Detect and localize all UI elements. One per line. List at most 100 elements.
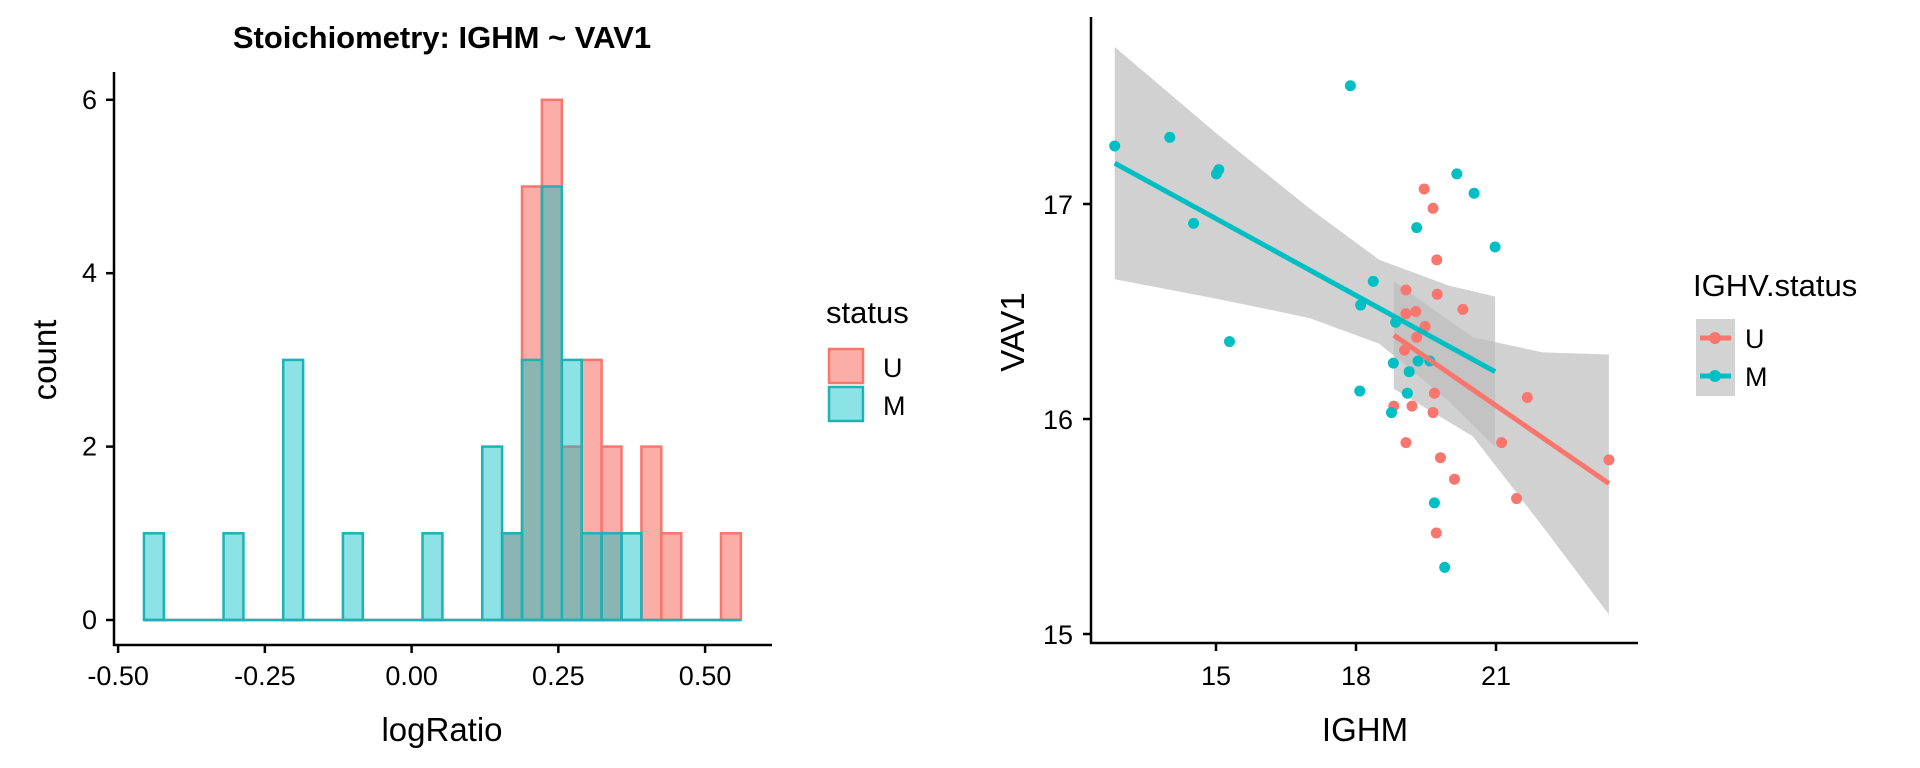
- scatter-legend-key-background: [1696, 319, 1735, 396]
- histogram-bar: [520, 358, 544, 622]
- y-tick-label: 4: [82, 258, 97, 288]
- histogram-x-axis-title: logRatio: [381, 711, 502, 748]
- legend-swatch-u: [827, 347, 865, 385]
- scatter-legend-label-m: M: [1745, 362, 1768, 392]
- scatter-point: [1412, 355, 1424, 367]
- scatter-point: [1354, 385, 1366, 397]
- scatter-point: [1411, 331, 1423, 343]
- legend-swatch-m: [827, 385, 865, 423]
- histogram-bar: [719, 532, 743, 622]
- histogram-bar: [421, 532, 444, 622]
- scatter-point: [1428, 387, 1440, 399]
- scatter-point: [1411, 222, 1423, 234]
- scatter-y-axis-title: VAV1: [994, 292, 1031, 372]
- scatter-point: [1457, 303, 1469, 315]
- histogram-bar: [620, 532, 643, 622]
- histogram-bar: [640, 445, 663, 622]
- scatter-point: [1188, 217, 1200, 229]
- histogram-bar: [500, 532, 524, 622]
- scatter-y-ticks: 15 16 17: [1043, 190, 1091, 650]
- histogram-bar: [540, 185, 564, 622]
- legend-label-m: M: [883, 391, 906, 421]
- x-tick-label: 15: [1201, 661, 1231, 691]
- scatter-panel: 15 16 17 15 18 21 IGHM VAV1 IGHV.status U M: [994, 17, 1857, 748]
- scatter-point: [1431, 288, 1443, 300]
- scatter-point: [1427, 407, 1439, 419]
- scatter-point: [1401, 387, 1413, 399]
- histogram-bar: [341, 532, 365, 622]
- scatter-point: [1430, 527, 1442, 539]
- scatter-point: [1213, 164, 1225, 176]
- x-tick-label: -0.50: [87, 661, 149, 691]
- y-tick-label: 17: [1043, 190, 1073, 220]
- y-tick-label: 2: [82, 432, 97, 462]
- scatter-ribbons: [1114, 47, 1609, 615]
- scatter-point: [1439, 561, 1451, 573]
- scatter-point: [1109, 140, 1121, 152]
- histogram-series-u: [143, 98, 743, 622]
- scatter-point: [1427, 202, 1439, 214]
- histogram-bar: [281, 358, 305, 622]
- scatter-point: [1403, 366, 1415, 378]
- y-tick-label: 0: [82, 605, 97, 635]
- legend-point-u: [1709, 332, 1721, 344]
- scatter-point: [1385, 407, 1397, 419]
- histogram-y-axis-title: count: [26, 320, 63, 401]
- scatter-x-ticks: 15 18 21: [1201, 643, 1511, 691]
- x-tick-label: -0.25: [234, 661, 296, 691]
- scatter-point: [1367, 275, 1379, 287]
- scatter-point: [1489, 241, 1501, 253]
- legend-point-m: [1709, 370, 1721, 382]
- scatter-point: [1224, 336, 1236, 348]
- histogram-y-ticks: 0 2 4 6: [82, 85, 114, 635]
- x-tick-label: 18: [1341, 661, 1371, 691]
- x-tick-label: 0.50: [679, 661, 732, 691]
- scatter-point: [1603, 454, 1615, 466]
- x-tick-label: 0.00: [385, 661, 438, 691]
- histogram-bar: [142, 532, 166, 622]
- histogram-legend-title: status: [826, 295, 909, 330]
- fit-line-m: [1113, 160, 1497, 374]
- histogram-bars: [142, 98, 743, 622]
- histogram-legend: status U M: [826, 295, 909, 423]
- scatter-point: [1431, 254, 1443, 266]
- scatter-point: [1164, 131, 1176, 143]
- histogram-series-m: [142, 185, 741, 622]
- scatter-point: [1410, 306, 1422, 317]
- histogram-bar: [560, 358, 583, 622]
- x-tick-label: 0.25: [532, 661, 585, 691]
- scatter-point: [1511, 493, 1523, 505]
- scatter-point: [1468, 187, 1480, 199]
- scatter-series-u: [1388, 183, 1615, 539]
- scatter-point: [1400, 284, 1412, 296]
- scatter-point: [1448, 473, 1460, 485]
- scatter-point: [1434, 452, 1446, 464]
- scatter-legend-title: IGHV.status: [1693, 268, 1857, 303]
- scatter-legend: IGHV.status U M: [1693, 268, 1857, 396]
- histogram-bar: [660, 532, 683, 622]
- scatter-point: [1451, 168, 1463, 180]
- scatter-point: [1521, 392, 1533, 403]
- scatter-point: [1428, 497, 1440, 509]
- scatter-legend-label-u: U: [1745, 324, 1765, 354]
- y-tick-label: 16: [1043, 405, 1073, 435]
- y-tick-label: 15: [1043, 620, 1073, 650]
- scatter-point: [1387, 357, 1399, 369]
- scatter-point: [1400, 437, 1412, 449]
- histogram-bar: [222, 532, 245, 622]
- scatter-fit-lines: [1113, 160, 1611, 486]
- scatter-x-axis-title: IGHM: [1322, 711, 1408, 748]
- fit-line-u: [1392, 333, 1611, 486]
- scatter-point: [1400, 308, 1412, 320]
- scatter-point: [1496, 437, 1508, 449]
- histogram-bar: [600, 532, 623, 622]
- scatter-point: [1418, 183, 1430, 195]
- histogram-bar: [480, 445, 504, 622]
- histogram-x-ticks: -0.50 -0.25 0.00 0.25 0.50: [87, 645, 731, 691]
- histogram-title: Stoichiometry: IGHM ~ VAV1: [233, 20, 651, 55]
- x-tick-label: 21: [1481, 661, 1511, 691]
- scatter-point: [1406, 400, 1418, 412]
- legend-label-u: U: [883, 353, 903, 383]
